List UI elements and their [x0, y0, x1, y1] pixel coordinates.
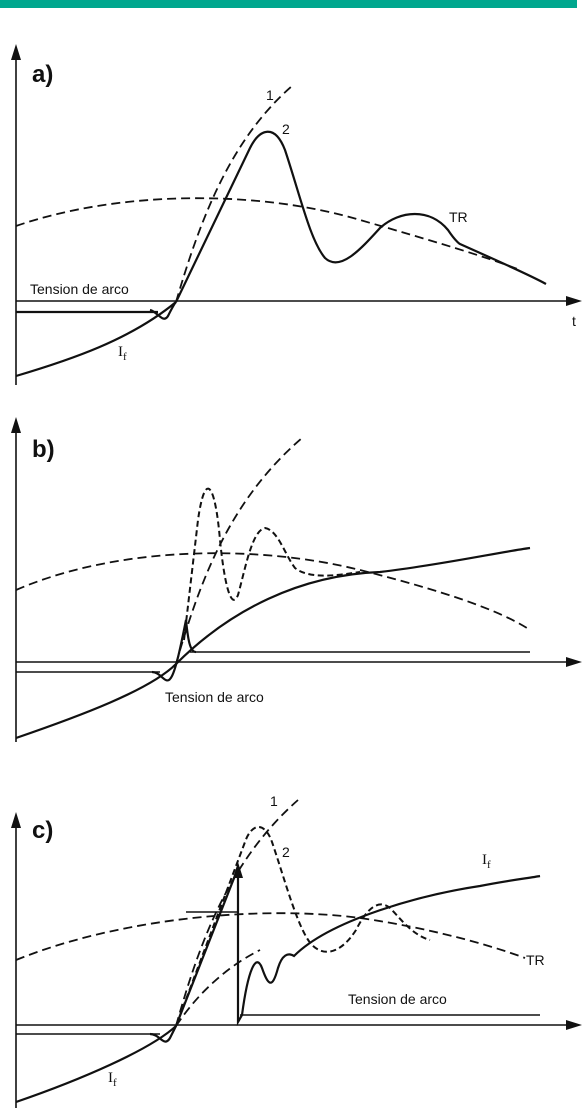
panel-c-ramp-drop [174, 867, 243, 1027]
panel-c-tr-label: TR [526, 952, 545, 968]
panel-a-tr-curve [15, 197, 521, 271]
panel-c-current-rise [240, 874, 541, 1016]
panel-c-curve-2 [175, 826, 431, 1027]
panel-c-lower-dash [175, 949, 261, 1027]
panel-a-tr-label: TR [449, 209, 468, 225]
panel-b: b) Tension de arco [11, 417, 582, 742]
panel-a-t-label: t [572, 313, 576, 329]
panel-c-current-label: If [108, 1070, 117, 1089]
panel-b-tr-curve [15, 552, 531, 631]
panel-a-letter: a) [32, 61, 53, 88]
panel-b-current-curve [15, 546, 531, 740]
panel-a-t-arrow [566, 296, 582, 306]
panel-a-curve-1-label: 1 [266, 87, 274, 103]
panel-c: c) Tension de arco If If TR 1 2 [11, 793, 582, 1108]
panel-a-curve-2-label: 2 [282, 121, 290, 137]
panel-a-zero-dip [149, 301, 177, 320]
panel-c-tr-curve [15, 912, 526, 961]
panel-a-curve-1 [175, 85, 293, 303]
panel-a-arc-voltage-label: Tension de arco [30, 281, 129, 297]
panel-a-curve-2 [175, 130, 547, 303]
panel-b-arc-voltage-label: Tension de arco [165, 689, 264, 705]
accent-bar [0, 0, 577, 8]
panel-c-zero-dip [149, 1025, 177, 1043]
panel-b-oscillation [183, 487, 361, 641]
panel-b-y-arrow [11, 417, 21, 433]
panel-c-curve-1 [175, 799, 299, 1027]
panel-c-t-arrow [566, 1020, 582, 1030]
panel-a-current-label: If [118, 344, 127, 363]
panel-a: a) t Tension de arco If TR 1 2 [11, 44, 582, 385]
panel-c-curve-2-label: 2 [282, 844, 290, 860]
panel-c-letter: c) [32, 817, 53, 844]
panel-c-current-curve [15, 1025, 177, 1104]
panel-c-current-top-label: If [482, 852, 491, 871]
panel-c-curve-1-label: 1 [270, 793, 278, 809]
panel-b-t-arrow [566, 657, 582, 667]
panel-c-y-arrow [11, 812, 21, 828]
panel-b-letter: b) [32, 436, 55, 463]
panel-a-y-arrow [11, 44, 21, 60]
panel-c-arc-voltage-label: Tension de arco [348, 991, 447, 1007]
